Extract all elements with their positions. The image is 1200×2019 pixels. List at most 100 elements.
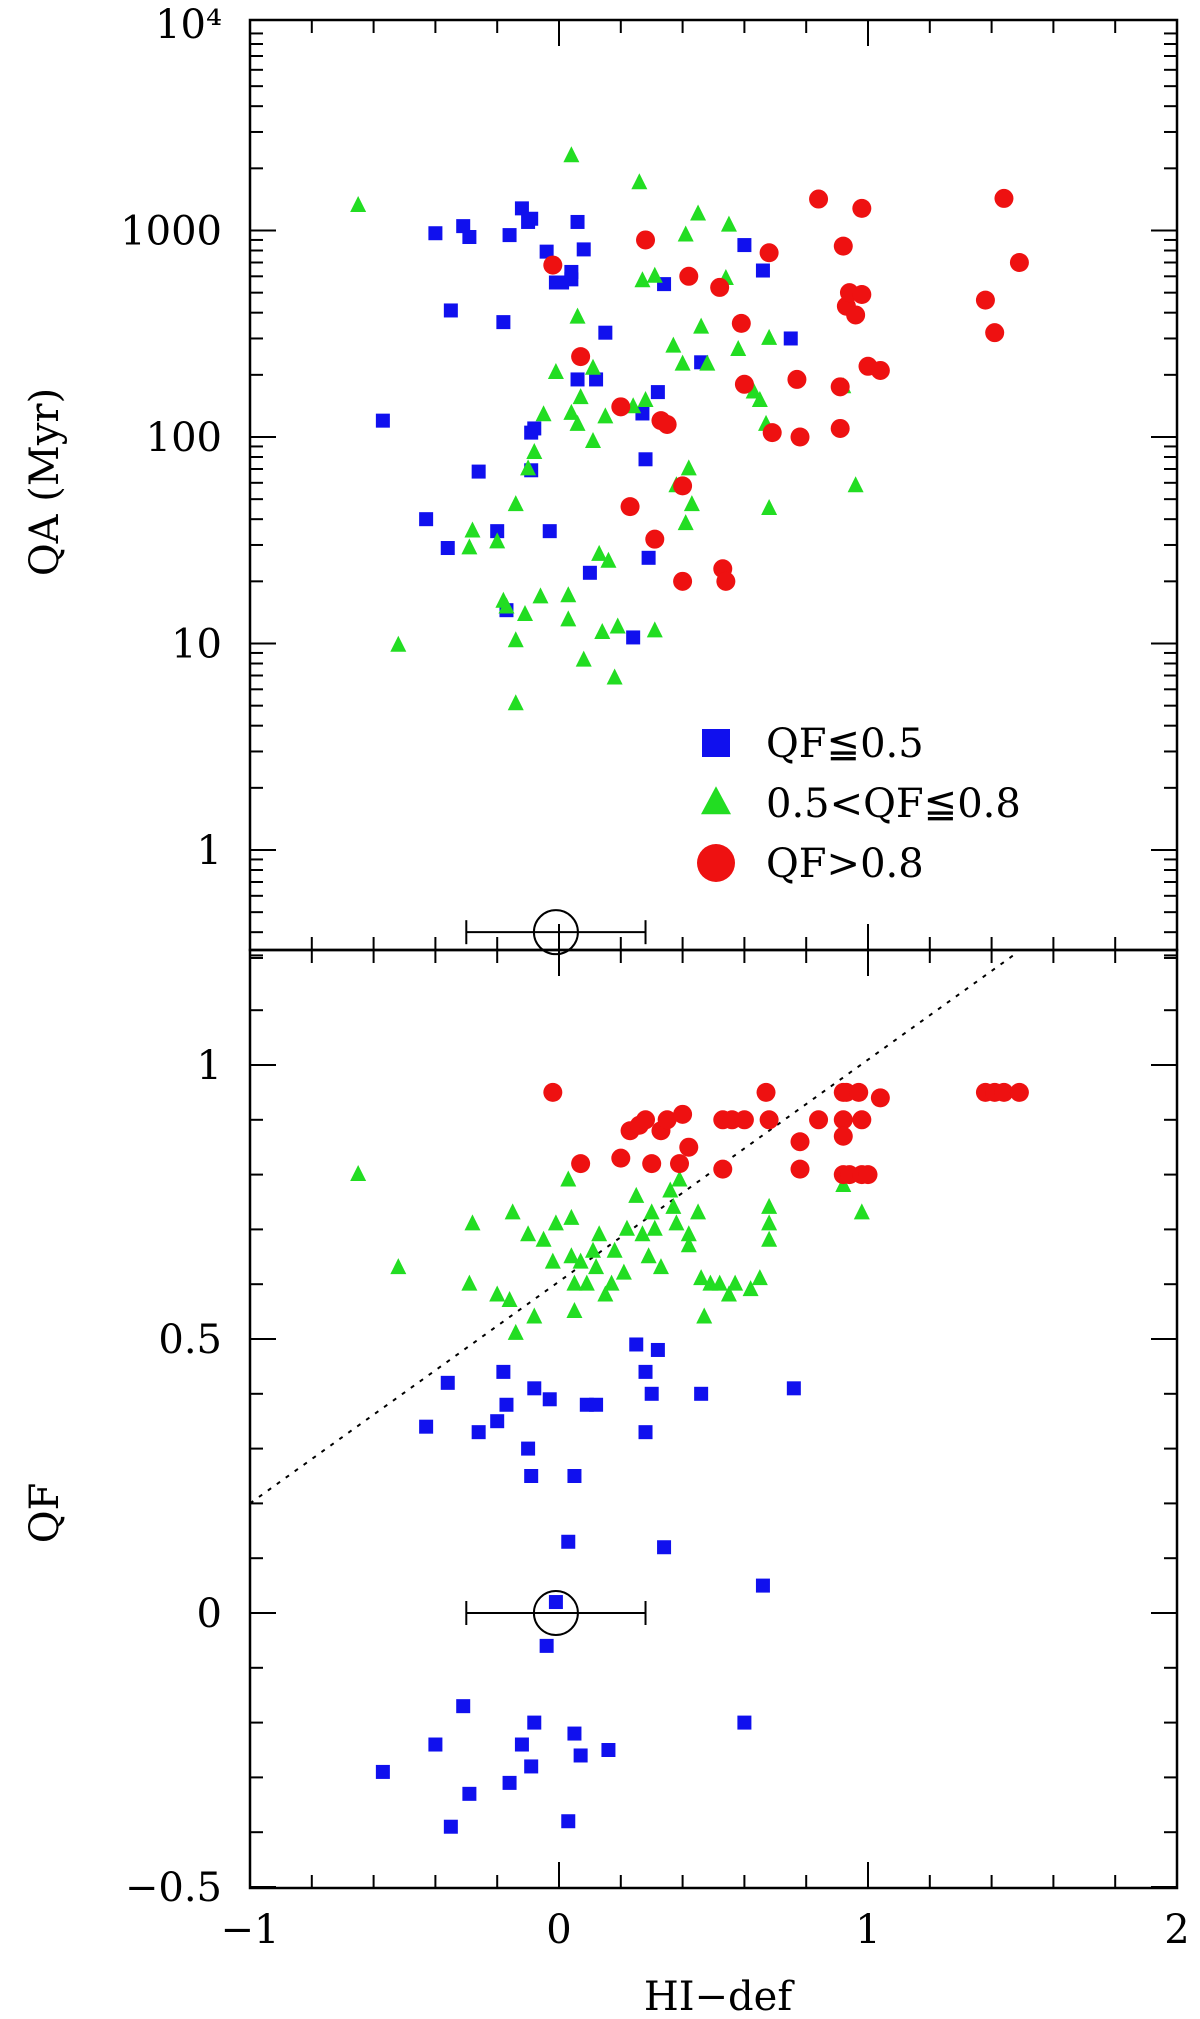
data-point-triangle xyxy=(597,1285,614,1302)
data-point-circle xyxy=(759,243,779,263)
legend-label: QF≦0.5 xyxy=(766,721,924,767)
data-point-triangle xyxy=(701,786,731,815)
top-y-axis-label: QA (Myr) xyxy=(22,388,68,576)
y-tick-label: 1 xyxy=(197,828,222,874)
x-tick-label: 0 xyxy=(546,1907,571,1953)
data-point-circle xyxy=(713,1159,733,1179)
data-point-square xyxy=(598,325,613,340)
data-point-square xyxy=(694,1386,709,1401)
data-point-triangle xyxy=(532,587,549,604)
data-point-circle xyxy=(756,1082,776,1102)
data-point-circle xyxy=(787,369,807,389)
data-point-square xyxy=(456,1699,471,1714)
data-point-square xyxy=(755,1578,770,1593)
data-point-triangle xyxy=(569,414,586,431)
data-point-triangle xyxy=(699,354,716,371)
data-point-circle xyxy=(645,529,665,549)
data-point-triangle xyxy=(853,1203,870,1220)
data-point-triangle xyxy=(498,597,515,614)
data-point-circle xyxy=(809,189,829,209)
data-point-triangle xyxy=(693,1269,710,1286)
x-axis-label: HI−def xyxy=(644,1974,795,2019)
data-point-triangle xyxy=(727,1274,744,1291)
data-point-circle xyxy=(673,1104,693,1124)
plot-frame xyxy=(248,948,1179,1890)
data-point-triangle xyxy=(690,204,707,221)
data-point-circle xyxy=(657,414,677,434)
data-point-square xyxy=(564,272,579,287)
data-point-triangle xyxy=(461,1274,478,1291)
data-point-triangle xyxy=(563,403,580,420)
data-point-triangle xyxy=(572,1252,589,1269)
data-point-square xyxy=(573,1748,588,1763)
data-point-square xyxy=(601,1743,616,1757)
data-point-triangle xyxy=(690,1203,707,1220)
data-point-triangle xyxy=(618,1219,635,1236)
data-point-square xyxy=(527,1381,542,1396)
y-tick-label: 1 xyxy=(197,1043,222,1089)
data-point-triangle xyxy=(591,1225,608,1242)
data-point-triangle xyxy=(646,621,663,638)
data-point-square xyxy=(527,421,542,436)
data-point-triangle xyxy=(507,495,524,512)
data-point-triangle xyxy=(680,459,697,476)
data-point-square xyxy=(561,1814,576,1829)
data-point-circle xyxy=(790,427,810,447)
data-point-circle xyxy=(1009,252,1029,272)
data-point-square xyxy=(638,1364,653,1379)
data-point-square xyxy=(502,1775,517,1790)
error-marker-circle xyxy=(532,1590,579,1636)
data-point-triangle xyxy=(560,586,577,603)
data-point-circle xyxy=(830,418,850,438)
data-point-circle xyxy=(833,236,853,256)
data-point-circle xyxy=(571,347,591,367)
data-point-triangle xyxy=(693,317,710,334)
data-point-circle xyxy=(870,1088,890,1108)
data-point-triangle xyxy=(665,1197,682,1214)
data-point-circle xyxy=(790,1132,810,1152)
data-point-square xyxy=(502,228,517,243)
data-point-triangle xyxy=(631,173,648,190)
data-point-circle xyxy=(852,284,872,304)
data-point-triangle xyxy=(646,266,663,283)
data-point-circle xyxy=(985,323,1005,343)
data-point-square xyxy=(650,1342,665,1357)
data-point-triangle xyxy=(547,1214,564,1231)
data-point-circle xyxy=(679,266,699,286)
data-point-triangle xyxy=(520,1225,537,1242)
data-point-triangle xyxy=(507,694,524,711)
data-point-square xyxy=(539,244,554,259)
data-point-triangle xyxy=(517,605,534,622)
data-point-square xyxy=(514,1737,529,1752)
data-point-circle xyxy=(710,277,730,297)
data-point-circle xyxy=(849,1082,869,1102)
y-tick-label: 1000 xyxy=(120,209,222,255)
data-point-triangle xyxy=(615,1263,632,1280)
data-point-square xyxy=(737,238,752,253)
data-point-square xyxy=(548,1595,563,1610)
data-point-square xyxy=(521,1441,536,1456)
data-point-square xyxy=(783,331,798,346)
data-point-square xyxy=(702,729,730,757)
data-point-triangle xyxy=(683,495,700,512)
data-point-triangle xyxy=(677,514,694,531)
data-point-circle xyxy=(790,1159,810,1179)
data-point-triangle xyxy=(535,1230,552,1247)
data-point-triangle xyxy=(526,443,543,460)
data-point-circle xyxy=(762,423,782,443)
data-point-square xyxy=(471,1425,486,1440)
data-point-square xyxy=(496,315,511,330)
data-point-square xyxy=(419,512,434,527)
data-point-triangle xyxy=(597,407,614,424)
data-point-circle xyxy=(673,476,693,496)
data-point-circle xyxy=(1009,1082,1029,1102)
data-point-triangle xyxy=(671,1170,688,1187)
data-point-square xyxy=(428,1737,443,1752)
data-point-square xyxy=(567,1469,582,1483)
data-point-triangle xyxy=(563,1247,580,1264)
data-point-triangle xyxy=(680,1225,697,1242)
data-point-square xyxy=(443,1819,458,1834)
data-point-square xyxy=(638,452,653,467)
data-point-triangle xyxy=(390,635,407,652)
